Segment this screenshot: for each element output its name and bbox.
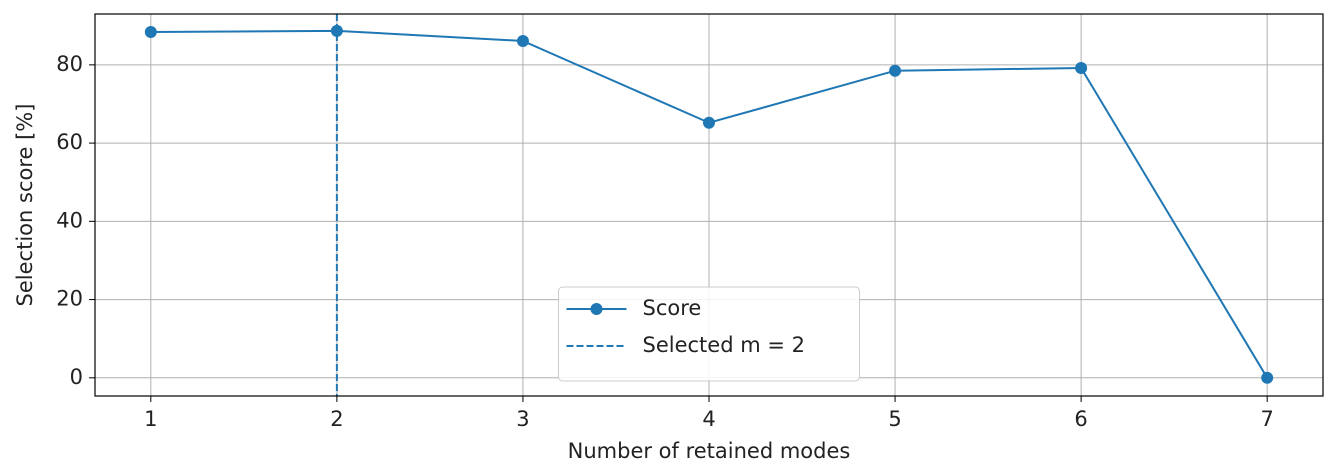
legend-box [558,286,860,382]
plot-frame [94,13,1324,397]
y-tick-label: 80 [56,52,83,76]
legend: Score Selected m = 2 [558,286,860,382]
y-tick-label: 60 [56,130,83,154]
marker [516,34,529,47]
y-tick-label: 40 [56,208,83,232]
legend-label: Selected m = 2 [643,333,805,357]
legend-label: Score [643,296,702,320]
y-tick-label: 0 [70,365,83,389]
x-tick-label: 7 [1260,407,1273,431]
y-tick-label: 20 [56,287,83,311]
marker [330,24,343,37]
x-tick-label: 6 [1074,407,1087,431]
legend-marker [590,303,603,315]
marker [1261,371,1274,384]
marker [889,64,902,77]
x-tick-label: 1 [144,407,157,431]
x-tick-label: 4 [702,407,715,431]
marker [1075,61,1088,74]
marker [703,116,715,129]
x-tick-label: 2 [330,407,343,431]
y-axis-label: Selection score [%] [13,104,37,307]
x-tick-label: 3 [516,407,529,431]
x-tick-label: 5 [888,407,901,431]
x-axis-label: Number of retained modes [568,439,851,463]
marker [144,25,157,38]
